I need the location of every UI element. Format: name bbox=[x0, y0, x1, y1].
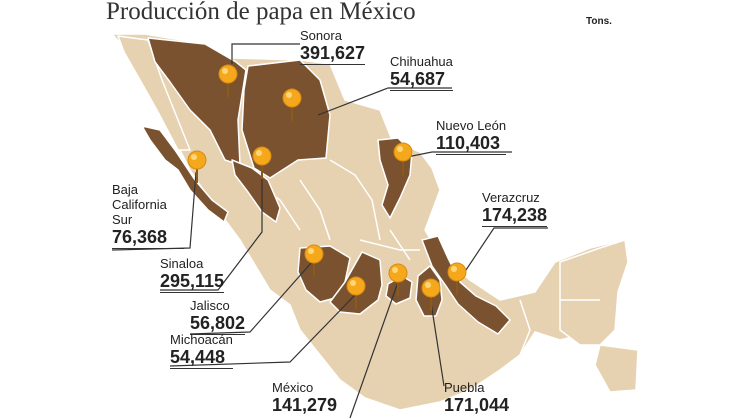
leader-bcs bbox=[111, 171, 197, 251]
state-label-bcs: Baja California Sur 76,368 bbox=[112, 182, 184, 249]
state-name: Jalisco bbox=[190, 298, 230, 313]
map-pin-icon[interactable] bbox=[303, 244, 325, 278]
leader-sonora bbox=[231, 43, 300, 64]
state-sinaloa-shape bbox=[231, 159, 281, 223]
state-name: Michoacán bbox=[170, 332, 233, 347]
yucatan-base bbox=[559, 239, 629, 346]
state-name: Baja California Sur bbox=[112, 182, 167, 227]
map-pin-icon[interactable] bbox=[217, 64, 239, 98]
map-pin-icon[interactable] bbox=[387, 263, 409, 297]
leader-michoacan bbox=[169, 293, 357, 367]
leader-sinaloa bbox=[160, 164, 263, 291]
state-label-veracruz: Verazcruz 174,238 bbox=[482, 190, 548, 227]
state-veracruz-shape bbox=[421, 235, 511, 335]
map-pin-icon[interactable] bbox=[420, 278, 442, 312]
state-value: 141,279 bbox=[272, 395, 338, 415]
state-name: Nuevo León bbox=[436, 118, 507, 133]
leader-nuevo-leon bbox=[401, 151, 512, 159]
state-name: Puebla bbox=[444, 380, 485, 395]
state-label-jalisco: Jalisco 56,802 bbox=[190, 298, 246, 335]
state-label-sonora: Sonora 391,627 bbox=[300, 28, 366, 65]
state-name: Verazcruz bbox=[482, 190, 540, 205]
state-name: Chihuahua bbox=[390, 54, 453, 69]
state-value: 295,115 bbox=[160, 271, 225, 291]
map-pin-icon[interactable] bbox=[446, 262, 468, 296]
state-label-nuevo-leon: Nuevo León 110,403 bbox=[436, 118, 507, 155]
state-name: Sinaloa bbox=[160, 256, 204, 271]
leader-veracruz bbox=[457, 227, 548, 283]
state-label-michoacan: Michoacán 54,448 bbox=[170, 332, 233, 369]
map-pin-icon[interactable] bbox=[281, 88, 303, 122]
map-pin-icon[interactable] bbox=[345, 276, 367, 310]
state-value: 110,403 bbox=[436, 133, 501, 153]
guatemala-base bbox=[594, 344, 639, 393]
state-value: 76,368 bbox=[112, 227, 168, 247]
state-name: México bbox=[272, 380, 314, 395]
state-value: 54,448 bbox=[170, 347, 226, 367]
state-value: 391,627 bbox=[300, 43, 366, 63]
state-value: 54,687 bbox=[390, 69, 446, 89]
state-label-mexico: México 141,279 bbox=[272, 380, 337, 415]
state-value: 171,044 bbox=[444, 395, 510, 415]
state-label-puebla: Puebla 171,044 bbox=[444, 380, 509, 415]
map-title: Producción de papa en México bbox=[106, 0, 416, 25]
state-value: 56,802 bbox=[190, 313, 246, 333]
state-label-chihuahua: Chihuahua 54,687 bbox=[390, 54, 453, 91]
units-label: Tons. bbox=[586, 16, 612, 27]
state-name: Sonora bbox=[300, 28, 342, 43]
leader-puebla bbox=[429, 295, 445, 387]
leader-jalisco bbox=[189, 261, 313, 335]
map-pin-icon[interactable] bbox=[392, 142, 414, 176]
leader-mexico bbox=[349, 281, 399, 419]
map-pin-icon[interactable] bbox=[186, 150, 208, 184]
state-label-sinaloa: Sinaloa 295,115 bbox=[160, 256, 225, 293]
state-bcs-shape bbox=[141, 125, 229, 223]
state-value: 174,238 bbox=[482, 205, 548, 225]
map-pin-icon[interactable] bbox=[251, 146, 273, 180]
leader-chihuahua bbox=[317, 87, 452, 116]
